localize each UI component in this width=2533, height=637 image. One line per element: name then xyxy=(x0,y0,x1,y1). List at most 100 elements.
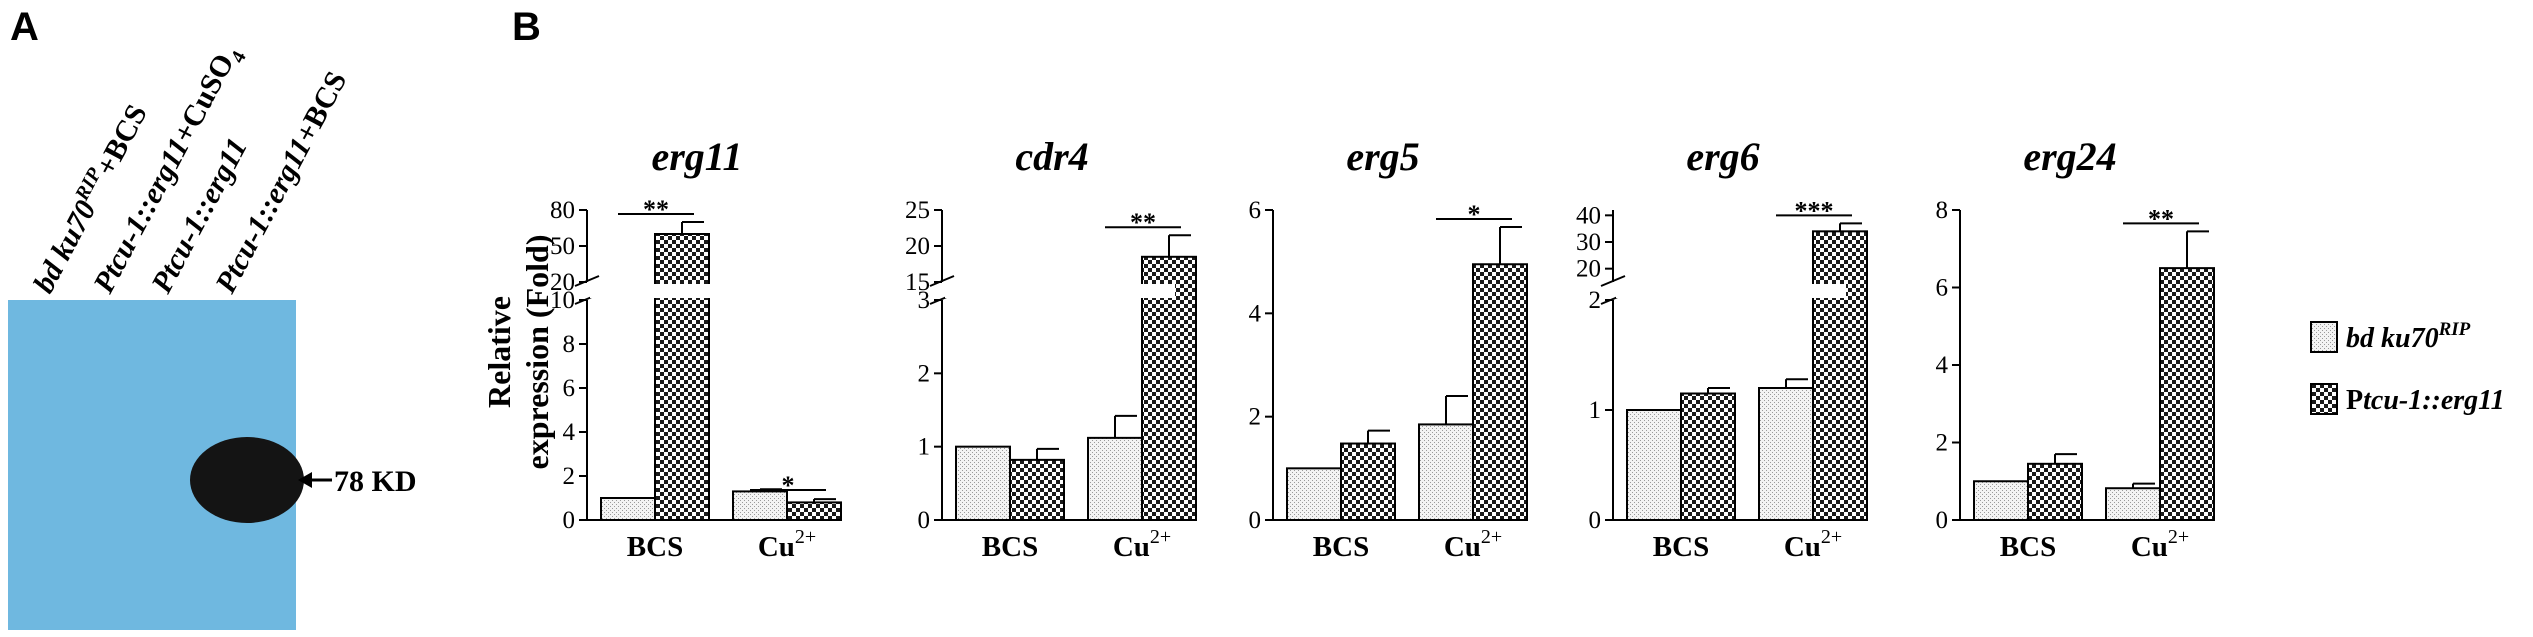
error-bar xyxy=(1367,429,1390,444)
tick-label: 6 xyxy=(1936,275,1949,302)
significance-marker: * xyxy=(1436,200,1512,229)
significance-label: ** xyxy=(1130,208,1156,237)
tick-label: 25 xyxy=(905,197,930,224)
category-label: Cu2+ xyxy=(1113,526,1171,563)
category-label: BCS xyxy=(1653,531,1709,563)
legend-item: Ptcu-1::erg11 xyxy=(2310,383,2505,416)
error-bar xyxy=(1114,414,1137,438)
bar xyxy=(654,233,710,521)
chart-title: erg5 xyxy=(1346,134,1419,179)
category-label: Cu2+ xyxy=(1444,526,1502,563)
chart-cdr4: 0 1 2 315 20 25 cdr4 BCS Cu2+ ** xyxy=(905,134,1197,563)
error-bar xyxy=(1785,378,1808,388)
tick-label: 2 xyxy=(1249,404,1262,431)
bar xyxy=(786,501,842,521)
category-label: Cu2+ xyxy=(758,526,816,563)
tick-label: 4 xyxy=(1936,352,1949,379)
bar xyxy=(1626,409,1682,521)
tick-label: 6 xyxy=(563,375,576,402)
bar xyxy=(1472,263,1528,521)
panel-label-a: A xyxy=(10,5,39,49)
tick-label: 0 xyxy=(918,507,931,534)
legend-label: Ptcu-1::erg11 xyxy=(2346,385,2505,416)
chart-title: erg24 xyxy=(2023,134,2116,179)
error-bar xyxy=(1499,226,1522,265)
significance-label: *** xyxy=(1795,196,1834,225)
bar xyxy=(600,497,656,521)
legend-swatch xyxy=(2310,321,2338,353)
tick-label: 1 xyxy=(918,434,931,461)
bar xyxy=(1087,436,1143,521)
y-axis-label-line1: Relative xyxy=(481,296,517,408)
tick-label: 10 xyxy=(550,287,575,314)
significance-label: * xyxy=(1468,200,1481,229)
error-bar xyxy=(1445,395,1468,425)
bar xyxy=(2105,487,2161,522)
tick-label: 4 xyxy=(1249,300,1262,327)
protein-band xyxy=(190,437,304,523)
category-label: BCS xyxy=(627,531,683,563)
category-label: Cu2+ xyxy=(2131,526,2189,563)
error-bar xyxy=(681,221,704,234)
panel-label-b: B xyxy=(512,5,541,49)
chart-title: erg11 xyxy=(651,134,742,179)
significance-marker: ** xyxy=(1105,208,1181,237)
bar xyxy=(732,490,788,521)
tick-label: 2 xyxy=(563,463,576,490)
tick-label: 0 xyxy=(1936,507,1949,534)
significance-marker: * xyxy=(750,471,826,500)
tick-label: 1 xyxy=(1589,397,1602,424)
bar xyxy=(1418,423,1474,521)
bar xyxy=(1812,230,1868,521)
tick-label: 2 xyxy=(918,360,931,387)
bar xyxy=(2027,462,2083,521)
category-label: BCS xyxy=(1313,531,1369,563)
significance-marker: *** xyxy=(1776,196,1852,225)
tick-label: 8 xyxy=(563,331,576,358)
error-bar xyxy=(1036,447,1059,460)
error-bar xyxy=(2132,482,2155,489)
tick-label: 6 xyxy=(1249,197,1262,224)
category-label: BCS xyxy=(982,531,1038,563)
category-label: BCS xyxy=(2000,531,2056,563)
error-bar xyxy=(813,498,836,503)
legend-item: bd ku70RIP xyxy=(2310,319,2471,354)
tick-label: 40 xyxy=(1576,202,1601,229)
bar xyxy=(955,445,1011,521)
significance-label: ** xyxy=(2148,204,2174,233)
error-bar xyxy=(2186,230,2209,269)
bar xyxy=(1286,467,1342,522)
tick-label: 80 xyxy=(550,197,575,224)
error-bar xyxy=(1168,234,1191,257)
tick-label: 50 xyxy=(550,233,575,260)
tick-label: 4 xyxy=(563,419,576,446)
significance-marker: ** xyxy=(618,195,694,224)
y-axis-label: Relative expression (Fold) xyxy=(481,235,555,470)
tick-label: 30 xyxy=(1576,229,1601,256)
category-label: Cu2+ xyxy=(1784,526,1842,563)
marker-arrow-icon xyxy=(298,472,332,488)
bar xyxy=(1758,387,1814,521)
bar xyxy=(1680,392,1736,521)
chart-title: cdr4 xyxy=(1015,134,1088,179)
chart-erg24: 0 2 4 6 8 erg24 BCS Cu2+ ** xyxy=(1936,134,2215,563)
tick-label: 0 xyxy=(1589,507,1602,534)
bar xyxy=(1009,458,1065,522)
bar xyxy=(1141,255,1197,521)
error-bar xyxy=(1839,222,1862,232)
significance-marker: ** xyxy=(2123,204,2199,233)
tick-label: 20 xyxy=(905,233,930,260)
legend-label: bd ku70RIP xyxy=(2346,319,2471,354)
chart-title: erg6 xyxy=(1686,134,1759,179)
tick-label: 2 xyxy=(1936,430,1949,457)
significance-label: ** xyxy=(643,195,669,224)
error-bar xyxy=(2054,453,2077,464)
tick-label: 20 xyxy=(1576,256,1601,283)
tick-label: 2 xyxy=(1589,287,1602,314)
tick-label: 8 xyxy=(1936,197,1949,224)
